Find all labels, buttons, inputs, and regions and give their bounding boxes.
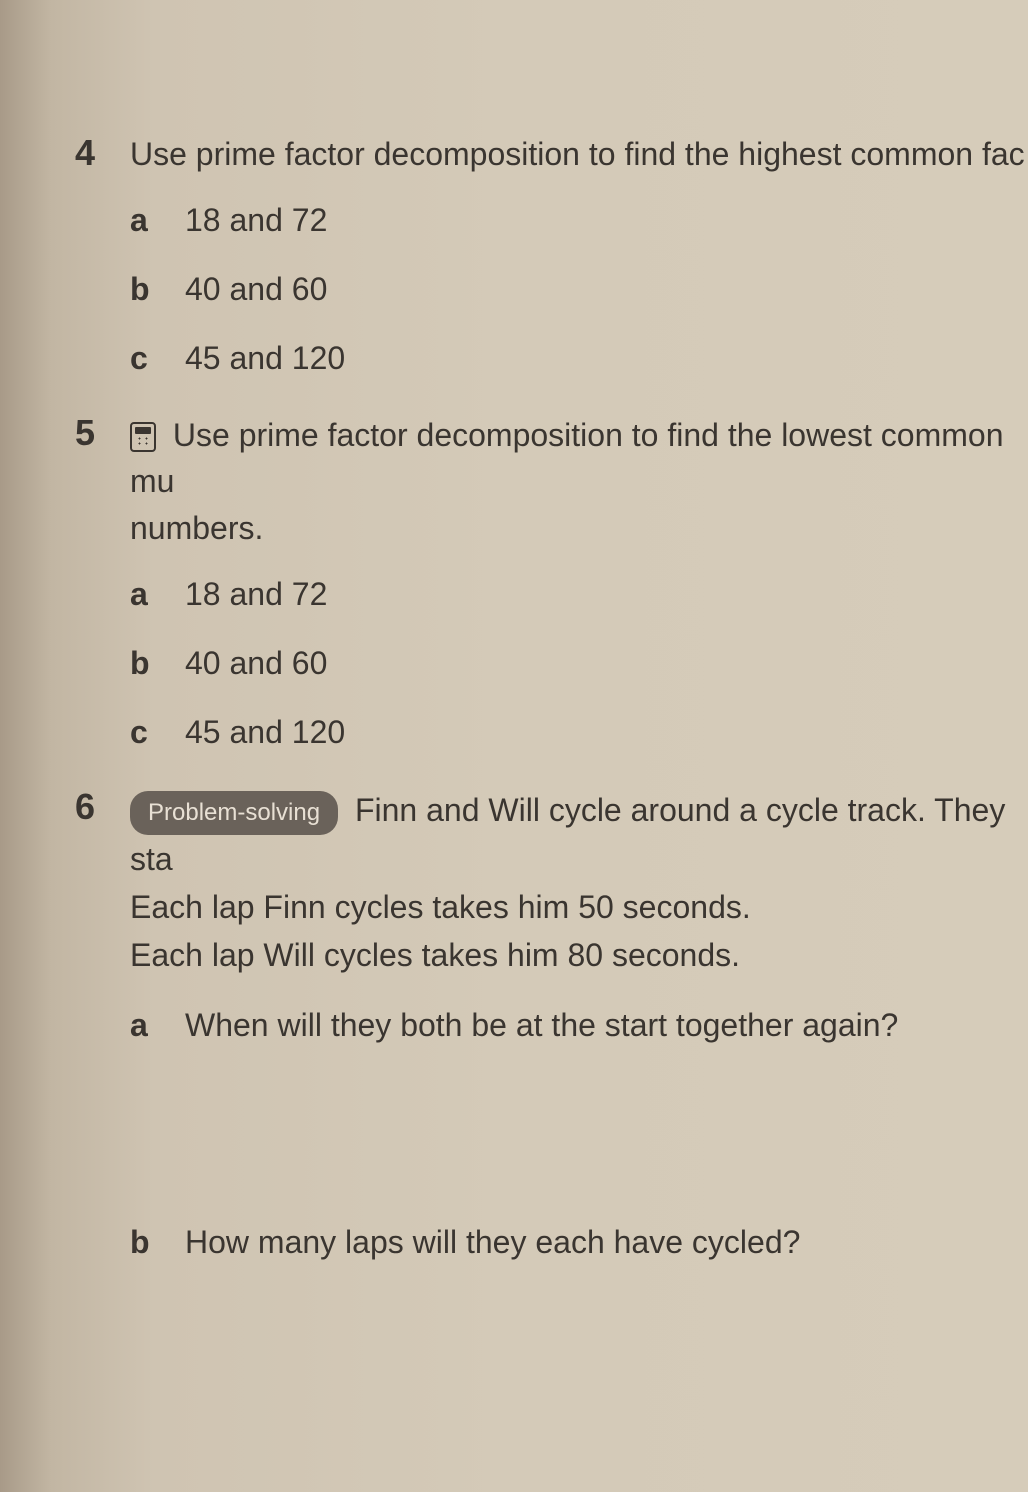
question-5-item-c: c 45 and 120 (130, 714, 1028, 751)
item-text: How many laps will they each have cycled… (185, 1224, 800, 1261)
question-text-line-2: Each lap Finn cycles takes him 50 second… (130, 889, 751, 925)
item-letter: c (130, 340, 185, 377)
question-text-line-3: Each lap Will cycles takes him 80 second… (130, 937, 740, 973)
question-4-item-c: c 45 and 120 (130, 340, 1028, 377)
question-text-line-1: Use prime factor decomposition to find t… (130, 417, 1003, 499)
question-6-header: 6 Problem-solving Finn and Will cycle ar… (75, 786, 1028, 979)
item-text: 18 and 72 (185, 202, 327, 239)
item-letter: a (130, 202, 185, 239)
question-5-header: 5 Use prime factor decomposition to find… (75, 412, 1028, 551)
question-6-item-b: b How many laps will they each have cycl… (130, 1224, 1028, 1261)
item-text: 45 and 120 (185, 340, 345, 377)
question-5-item-b: b 40 and 60 (130, 645, 1028, 682)
question-5-items: a 18 and 72 b 40 and 60 c 45 and 120 (75, 576, 1028, 751)
item-text: 40 and 60 (185, 645, 327, 682)
question-4-items: a 18 and 72 b 40 and 60 c 45 and 120 (75, 202, 1028, 377)
calculator-icon (130, 422, 156, 452)
question-4-item-b: b 40 and 60 (130, 271, 1028, 308)
question-text: Use prime factor decomposition to find t… (130, 130, 1025, 177)
item-letter: b (130, 645, 185, 682)
item-letter: c (130, 714, 185, 751)
question-number: 6 (75, 786, 130, 828)
problem-solving-badge: Problem-solving (130, 791, 338, 835)
question-5-item-a: a 18 and 72 (130, 576, 1028, 613)
question-4-item-a: a 18 and 72 (130, 202, 1028, 239)
item-text: 18 and 72 (185, 576, 327, 613)
question-4: 4 Use prime factor decomposition to find… (75, 130, 1028, 377)
question-6-items: a When will they both be at the start to… (75, 1007, 1028, 1261)
question-5: 5 Use prime factor decomposition to find… (75, 412, 1028, 751)
question-6-text: Problem-solving Finn and Will cycle arou… (130, 786, 1028, 979)
question-5-text: Use prime factor decomposition to find t… (130, 412, 1028, 551)
item-letter: b (130, 271, 185, 308)
item-letter: a (130, 1007, 185, 1044)
question-number: 4 (75, 132, 130, 174)
item-text: When will they both be at the start toge… (185, 1007, 898, 1044)
question-text-line-2: numbers. (130, 510, 263, 546)
page-content: 4 Use prime factor decomposition to find… (0, 130, 1028, 1261)
item-letter: b (130, 1224, 185, 1261)
item-text: 40 and 60 (185, 271, 327, 308)
question-number: 5 (75, 412, 130, 454)
item-letter: a (130, 576, 185, 613)
question-6: 6 Problem-solving Finn and Will cycle ar… (75, 786, 1028, 1261)
item-text: 45 and 120 (185, 714, 345, 751)
question-6-item-a: a When will they both be at the start to… (130, 1007, 1028, 1044)
question-4-header: 4 Use prime factor decomposition to find… (75, 130, 1028, 177)
